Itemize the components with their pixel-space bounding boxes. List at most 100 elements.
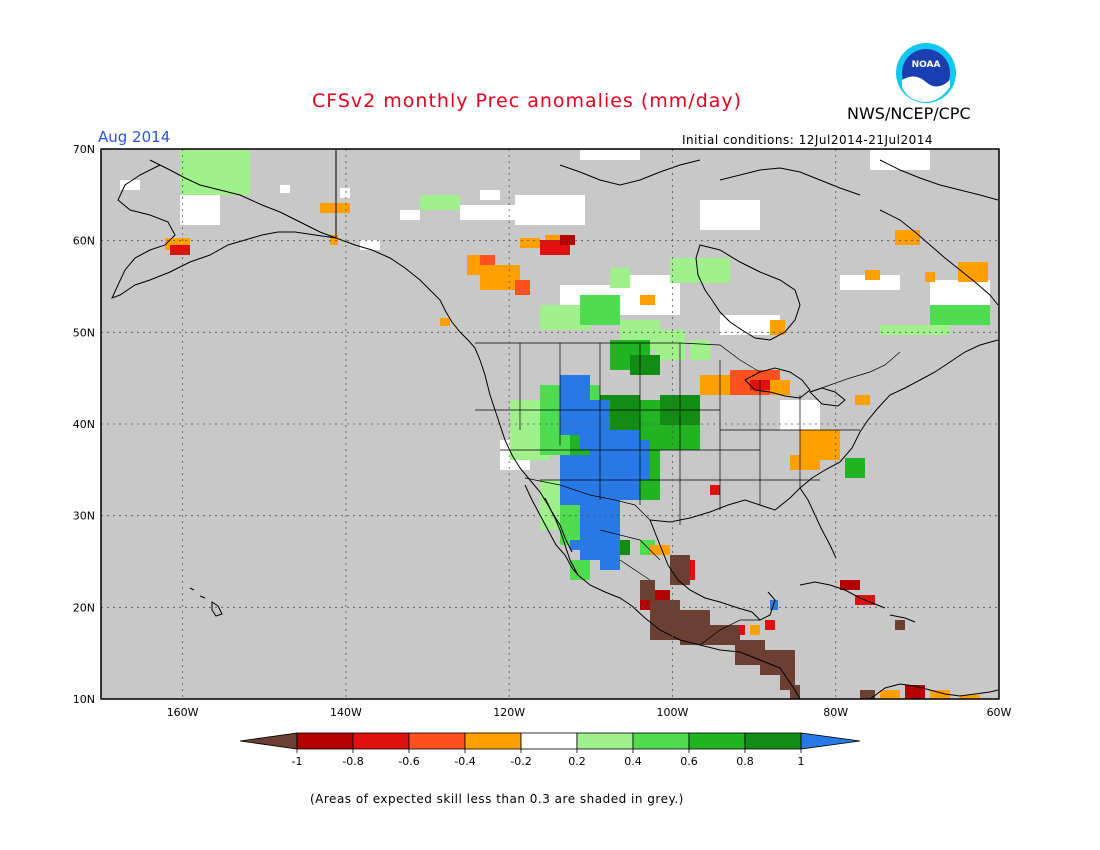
anomaly-cell [400,210,420,220]
map-frame [100,148,1000,700]
anomaly-cell [340,188,350,198]
latitude-label: 10N [73,693,95,706]
anomaly-cell [570,560,590,580]
anomaly-cell [120,180,140,190]
anomaly-cell [870,150,930,170]
color-bar-tick-label: -0.8 [342,755,363,768]
anomaly-cell [690,340,710,360]
anomaly-cell [515,280,530,295]
anomaly-cell [330,235,338,245]
color-bar-segment [520,732,578,750]
color-bar-tick-label: 0.2 [568,755,586,768]
anomaly-cell [670,555,690,585]
grid-lines [101,149,999,699]
color-bar-tick-label: 0.6 [680,755,698,768]
color-bar-tick-label: 0.8 [736,755,754,768]
skill-footnote: (Areas of expected skill less than 0.3 a… [310,792,684,806]
anomaly-cell [610,268,630,288]
anomaly-cell [880,690,900,699]
initial-conditions-label: Initial conditions: 12Jul2014-21Jul2014 [682,133,934,147]
forecast-month-label: Aug 2014 [98,128,171,146]
anomaly-cell [420,195,460,210]
anomaly-cell [840,275,900,290]
longitude-label: 60W [987,706,1012,719]
latitude-label: 50N [73,326,95,339]
color-bar-tick-label: -0.4 [454,755,475,768]
anomaly-cell [360,240,380,250]
anomaly-cell [960,695,980,699]
anomaly-cell [860,690,875,699]
anomaly-cell [600,510,620,570]
anomaly-cell [930,305,990,325]
anomaly-cell [930,280,990,305]
longitude-label: 160W [167,706,199,719]
anomaly-cell [700,200,760,230]
agency-label: NWS/NCEP/CPC [847,104,971,123]
color-bar-right-arrow [800,732,861,750]
anomaly-cell [515,195,585,225]
anomaly-cell [895,620,905,630]
color-bar-segment [352,732,410,750]
anomaly-cell [720,315,780,335]
anomaly-cell [580,295,620,325]
anomaly-cell [480,190,500,200]
anomaly-cell [710,485,720,495]
anomaly-cell [280,185,290,193]
anomaly-cell [700,625,740,645]
anomaly-cell [765,620,775,630]
anomaly-cell [880,325,950,335]
color-bar-segment [688,732,746,750]
longitude-labels: 160W 140W 120W 100W 80W 60W [167,706,1012,719]
anomaly-cell [560,505,580,545]
anomaly-cell [865,270,880,280]
coastlines [111,150,999,700]
noaa-logo-text: NOAA [912,60,941,70]
latitude-label: 60N [73,235,95,248]
color-bar-segment [632,732,690,750]
anomaly-cell [925,272,935,282]
anomaly-cell [855,395,870,405]
longitude-label: 140W [330,706,362,719]
anomaly-cell [620,540,630,555]
color-bar-segment [408,732,466,750]
anomaly-cell [630,355,660,375]
color-bar-tick-label: -0.2 [510,755,531,768]
latitude-label: 40N [73,418,95,431]
anomaly-cell [570,540,580,550]
anomaly-cell [750,625,760,635]
latitude-label: 70N [73,143,95,156]
anomaly-cell [640,295,655,305]
color-bar-segment [576,732,634,750]
color-bar-segment [296,732,354,750]
color-bar-tick-label: 0.4 [624,755,642,768]
anomaly-cell [790,685,800,699]
color-bar-segment [744,732,802,750]
anomaly-cell [930,690,950,699]
anomaly-cell [840,580,860,590]
anomaly-cell [905,685,925,699]
anomaly-cell [640,580,655,600]
anomaly-cell [958,262,988,282]
anomaly-cell [560,235,575,245]
anomaly-cell [440,318,450,326]
latitude-label: 30N [73,510,95,523]
longitude-label: 100W [657,706,689,719]
anomaly-cell [770,380,790,395]
anomaly-cell [790,455,820,470]
anomaly-cell [480,255,495,265]
noaa-logo-icon: NOAA [896,43,956,103]
anomaly-cell [650,545,670,555]
color-bar-tick-label: 1 [798,755,805,768]
anomaly-cell [480,265,520,290]
longitude-label: 120W [493,706,525,719]
anomaly-cell [180,150,250,195]
color-bar [239,732,861,750]
anomaly-cell [650,600,680,640]
anomaly-cell [895,230,920,245]
longitude-label: 80W [823,706,848,719]
color-bar-labels: -1 -0.8 -0.6 -0.4 -0.2 0.2 0.4 0.6 0.8 1 [292,749,805,768]
color-bar-left-arrow [239,732,298,750]
anomaly-cell [320,203,350,213]
anomaly-cell [520,238,540,248]
